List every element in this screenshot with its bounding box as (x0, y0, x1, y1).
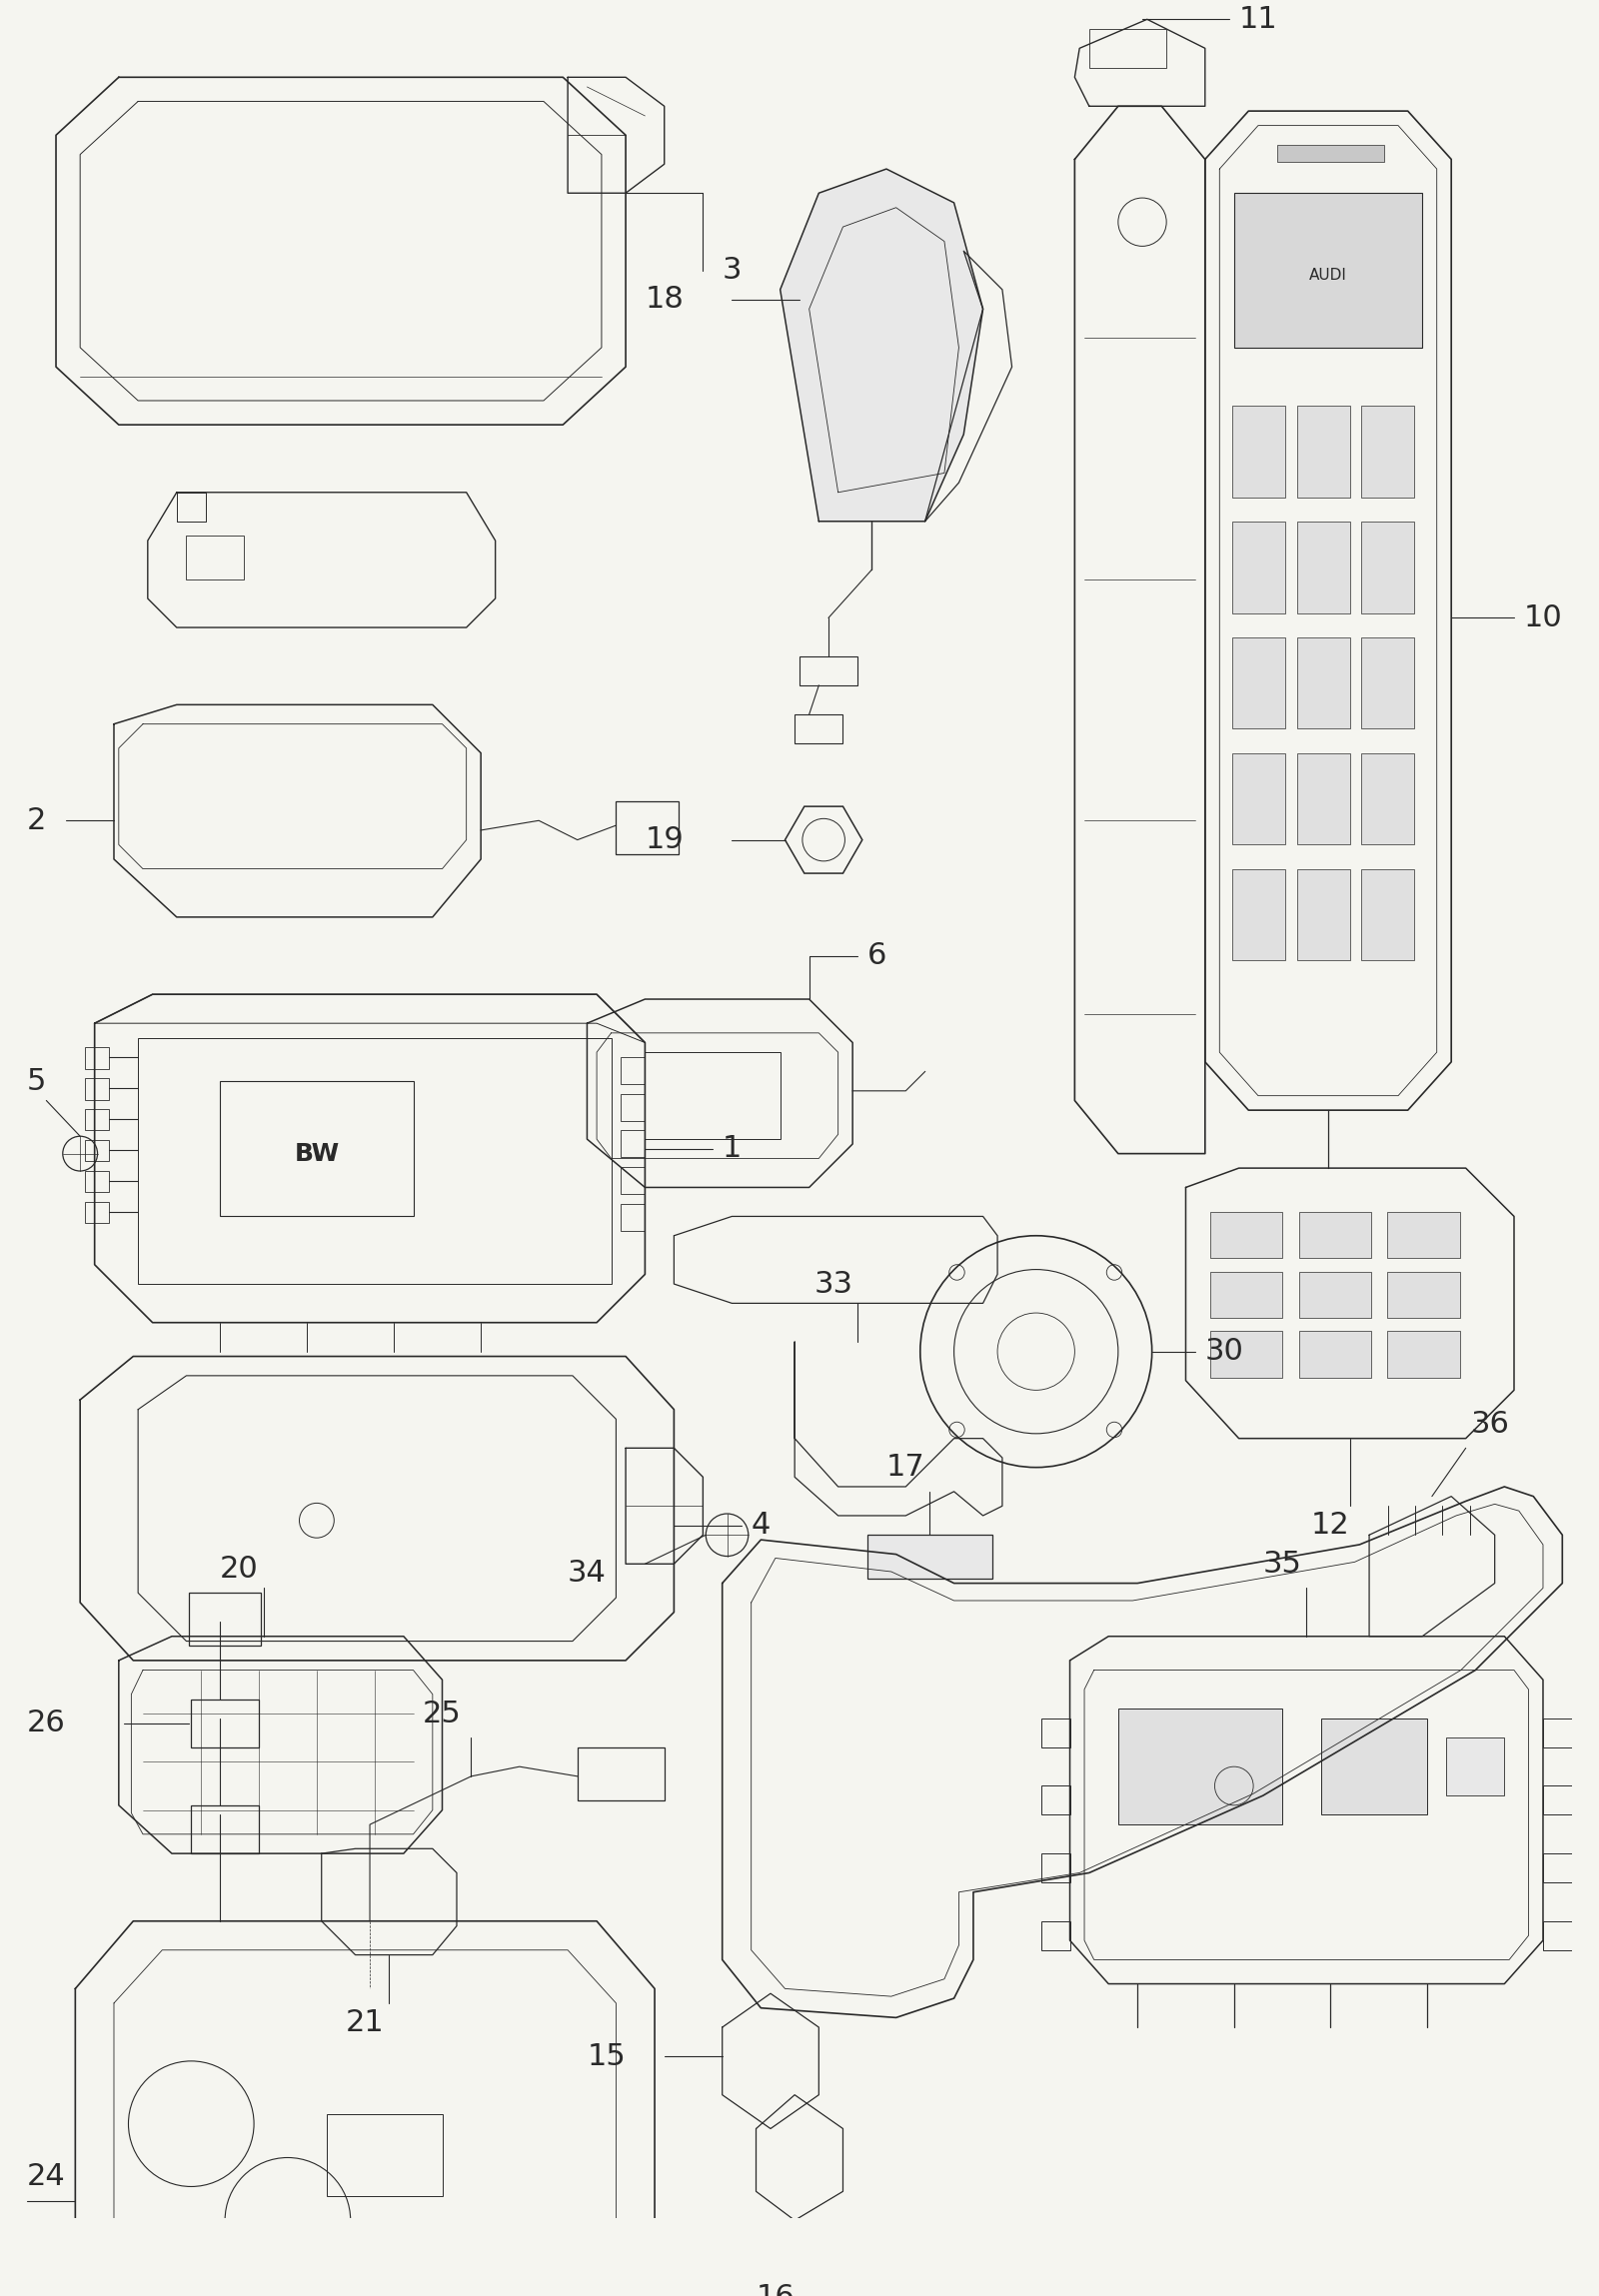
Polygon shape (780, 170, 983, 521)
Text: 34: 34 (568, 1559, 606, 1589)
Text: 17: 17 (886, 1453, 926, 1481)
Bar (1298, 1272, 1370, 1318)
Text: 30: 30 (1206, 1336, 1244, 1366)
Text: 18: 18 (644, 285, 684, 315)
Bar (620, 1203, 644, 1231)
Bar (221, 1081, 413, 1217)
Text: 11: 11 (1239, 5, 1278, 34)
Bar (1361, 868, 1415, 960)
Bar (1118, 1708, 1282, 1825)
Bar (620, 1130, 644, 1157)
Text: 16: 16 (756, 2282, 795, 2296)
Bar (1233, 521, 1286, 613)
Bar (1210, 1272, 1282, 1318)
Bar (85, 1171, 109, 1192)
Bar (1297, 868, 1350, 960)
Text: 3: 3 (723, 255, 742, 285)
Text: 19: 19 (644, 824, 684, 854)
Bar (1233, 753, 1286, 845)
Bar (1233, 868, 1286, 960)
Text: 21: 21 (345, 2009, 384, 2037)
Bar (85, 1079, 109, 1100)
Bar (326, 2115, 443, 2197)
Bar (1041, 1717, 1070, 1747)
Bar (187, 535, 245, 579)
Bar (867, 1536, 993, 1577)
Bar (1297, 521, 1350, 613)
Bar (1041, 1853, 1070, 1883)
Text: 35: 35 (1263, 1550, 1302, 1577)
Bar (1361, 753, 1415, 845)
Bar (1388, 1332, 1460, 1378)
Text: 4: 4 (752, 1511, 771, 1541)
Bar (620, 1166, 644, 1194)
Bar (1278, 145, 1383, 163)
Bar (1543, 1717, 1572, 1747)
Bar (192, 1805, 259, 1853)
Bar (85, 1109, 109, 1130)
Text: 15: 15 (587, 2041, 625, 2071)
Bar (138, 1038, 611, 1283)
Text: AUDI: AUDI (1308, 269, 1346, 282)
Bar (1447, 1738, 1505, 1795)
Text: 5: 5 (27, 1068, 46, 1095)
Bar (1361, 638, 1415, 728)
Bar (192, 1699, 259, 1747)
Bar (1543, 1786, 1572, 1814)
Bar (1321, 1717, 1428, 1814)
Text: 24: 24 (27, 2163, 66, 2190)
Bar (800, 657, 857, 687)
Bar (1041, 1786, 1070, 1814)
Text: 1: 1 (723, 1134, 742, 1164)
Bar (620, 1093, 644, 1120)
Bar (1361, 406, 1415, 498)
Text: 25: 25 (422, 1699, 462, 1729)
Bar (1210, 1332, 1282, 1378)
Text: 20: 20 (221, 1554, 259, 1584)
Bar (577, 1747, 664, 1800)
Text: 2: 2 (27, 806, 46, 836)
Bar (85, 1141, 109, 1162)
Bar (1543, 1853, 1572, 1883)
Bar (1210, 1212, 1282, 1258)
Text: 33: 33 (814, 1270, 852, 1300)
Bar (189, 1593, 261, 1646)
Bar (1361, 521, 1415, 613)
Text: 10: 10 (1524, 604, 1562, 631)
Text: 36: 36 (1471, 1410, 1509, 1437)
Text: BW: BW (294, 1141, 339, 1166)
Bar (644, 1052, 780, 1139)
Bar (1298, 1332, 1370, 1378)
Bar (1297, 406, 1350, 498)
Bar (1543, 1922, 1572, 1949)
Bar (1388, 1212, 1460, 1258)
Bar (85, 1201, 109, 1224)
Bar (620, 1056, 644, 1084)
Bar (1041, 1922, 1070, 1949)
Bar (1297, 638, 1350, 728)
Bar (1298, 1212, 1370, 1258)
Bar (795, 714, 843, 744)
Bar (85, 1047, 109, 1068)
Text: 6: 6 (867, 941, 886, 971)
Text: 12: 12 (1311, 1511, 1350, 1541)
Bar (1234, 193, 1423, 347)
Bar (616, 801, 680, 854)
Bar (1233, 406, 1286, 498)
Bar (1388, 1272, 1460, 1318)
Bar (1089, 30, 1166, 67)
Bar (1297, 753, 1350, 845)
Bar (1233, 638, 1286, 728)
Text: 26: 26 (27, 1708, 66, 1738)
